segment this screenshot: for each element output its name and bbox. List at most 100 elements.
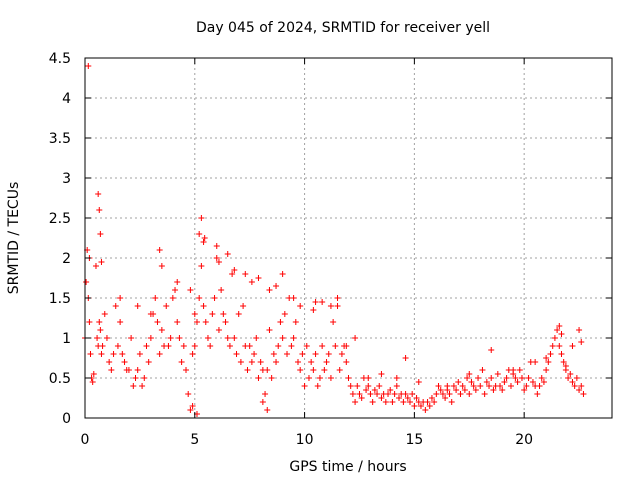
y-tick-label: 2 [62,251,71,267]
data-point [346,375,352,381]
data-point [534,391,540,397]
data-point [157,247,163,253]
data-point [143,343,149,349]
data-point [339,351,345,357]
x-tick-label: 5 [190,432,199,448]
data-point [343,359,349,365]
data-point [282,311,288,317]
data-point [196,295,202,301]
data-point [152,295,158,301]
y-tick-label: 1 [62,331,71,347]
data-point [255,275,261,281]
data-point [328,303,334,309]
data-point [449,399,455,405]
data-point [271,351,277,357]
y-tick-label: 4 [62,91,71,107]
data-point [119,351,125,357]
data-point [324,359,330,365]
data-point [93,263,99,269]
data-point [201,303,207,309]
data-point [306,375,312,381]
data-point [214,243,220,249]
data-point [273,359,279,365]
data-point [122,359,128,365]
data-point [394,375,400,381]
data-point [117,319,123,325]
data-point [260,399,266,405]
data-point [313,351,319,357]
y-tick-label: 2.5 [49,211,71,227]
data-point [170,295,176,301]
data-point [258,359,264,365]
y-tick-labels: 0 0.5 1 1.5 2 2.5 3 3.5 4 4.5 [49,51,71,427]
data-point [181,343,187,349]
data-point [378,371,384,377]
data-point [578,339,584,345]
data-point [308,359,314,365]
data-point [128,335,134,341]
data-point [556,343,562,349]
data-point [266,327,272,333]
data-point [352,335,358,341]
srmtid-scatter-chart: Day 045 of 2024, SRMTID for receiver yel… [0,0,640,480]
data-point [102,311,108,317]
data-point [97,327,103,333]
data-point [176,335,182,341]
data-point [163,303,169,309]
data-point [275,343,281,349]
data-point [198,263,204,269]
data-point [179,359,185,365]
data-point [135,367,141,373]
data-point [280,271,286,277]
x-tick-label: 15 [405,432,423,448]
data-point [317,375,323,381]
data-point [293,319,299,325]
data-point [111,351,117,357]
data-point [574,375,580,381]
data-point [216,327,222,333]
data-point [86,319,92,325]
y-tick-label: 0 [62,411,71,427]
data-point [543,367,549,373]
data-point [207,343,213,349]
data-point [90,379,96,385]
data-point [433,391,439,397]
data-point [376,383,382,389]
data-point [95,191,101,197]
data-point [291,335,297,341]
data-point [383,399,389,405]
data-point [108,367,114,373]
x-tick-labels: 0 5 10 15 20 [81,432,534,448]
data-point [236,311,242,317]
data-point [209,311,215,317]
data-point [139,383,145,389]
data-point [297,367,303,373]
data-point [319,299,325,305]
data-point [104,335,110,341]
data-point [234,351,240,357]
data-point [335,295,341,301]
data-point [392,391,398,397]
x-tick-label: 10 [296,432,314,448]
data-point [187,287,193,293]
y-tick-label: 3 [62,171,71,187]
data-point [552,335,558,341]
data-point [165,343,171,349]
x-tick-label: 0 [81,432,90,448]
data-point [569,343,575,349]
y-tick-label: 3.5 [49,131,71,147]
data-point [332,343,338,349]
data-point [240,303,246,309]
data-point [335,303,341,309]
data-point [495,371,501,377]
data-point [137,351,143,357]
data-point [389,399,395,405]
y-tick-label: 0.5 [49,371,71,387]
data-point [198,215,204,221]
data-point [185,391,191,397]
y-tick-label: 1.5 [49,291,71,307]
data-point [277,319,283,325]
data-point [159,327,165,333]
data-point [295,359,301,365]
data-point [273,283,279,289]
